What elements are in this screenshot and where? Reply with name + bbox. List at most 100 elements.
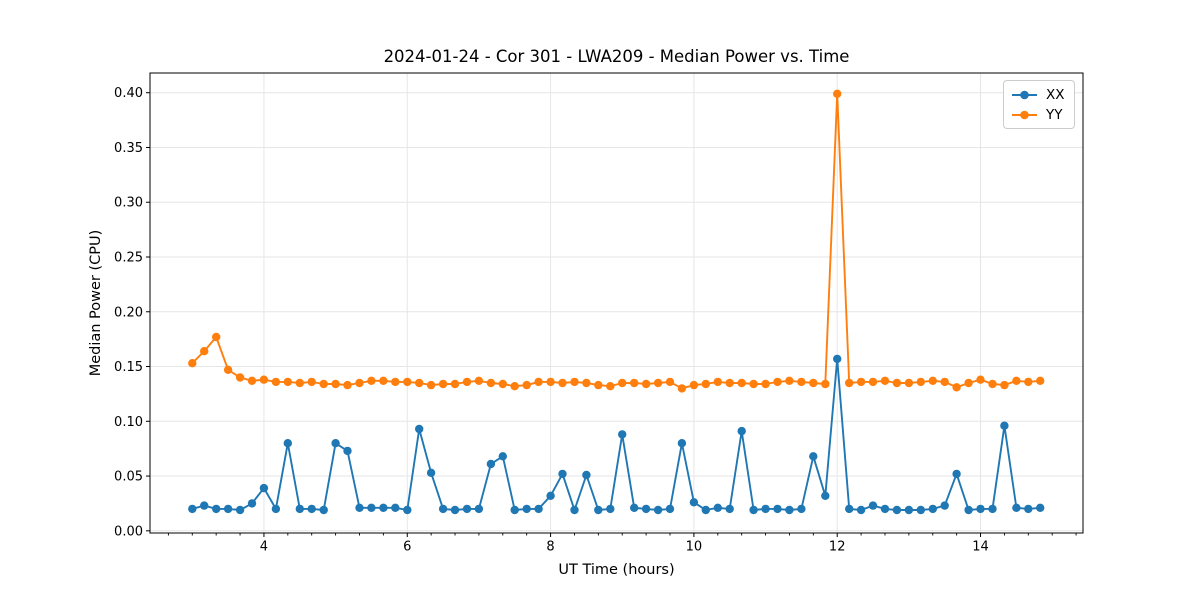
- series-yy-marker: [952, 383, 961, 392]
- series-xx-marker: [785, 505, 794, 515]
- series-xx-marker: [940, 501, 949, 510]
- series-yy-marker: [307, 377, 316, 387]
- y-tick-label: 0.20: [114, 305, 143, 320]
- series-xx-marker: [773, 504, 782, 514]
- series-yy-marker: [534, 377, 543, 387]
- series-yy-marker: [379, 376, 388, 385]
- series-yy-marker: [438, 379, 448, 389]
- y-tick-label: 0.30: [114, 196, 143, 211]
- series-yy-marker: [319, 379, 328, 389]
- series-yy-marker: [892, 378, 902, 388]
- series-yy-marker: [976, 375, 985, 384]
- x-tick-label: 6: [403, 540, 411, 555]
- series-xx-marker: [271, 504, 281, 514]
- series-xx-marker: [618, 430, 627, 439]
- series-xx-marker: [379, 503, 388, 512]
- series-xx-marker: [904, 505, 914, 515]
- legend-label-yy: YY: [1046, 106, 1063, 123]
- series-yy-marker: [773, 377, 782, 387]
- series-xx-marker: [809, 452, 818, 461]
- series-yy-marker: [486, 378, 496, 388]
- series-xx-marker: [259, 483, 269, 493]
- series-xx-marker: [486, 459, 496, 469]
- series-xx-marker: [450, 505, 460, 515]
- series-yy-marker: [415, 378, 424, 388]
- series-xx-marker: [988, 504, 997, 514]
- series-xx-marker: [522, 504, 531, 514]
- series-yy-marker: [821, 379, 830, 389]
- series-xx-marker: [677, 439, 687, 448]
- series-xx-marker: [845, 504, 854, 514]
- series-xx-marker: [928, 504, 937, 514]
- series-yy-marker: [367, 376, 376, 385]
- x-tick-label: 12: [829, 540, 846, 555]
- series-yy-marker: [450, 379, 460, 389]
- series-yy-marker: [761, 379, 770, 389]
- series-yy-marker: [701, 379, 710, 389]
- series-xx-marker: [594, 505, 603, 515]
- series-xx-marker: [367, 503, 376, 512]
- series-xx-marker: [833, 354, 842, 364]
- series-yy-marker: [498, 379, 507, 389]
- series-yy-marker: [331, 379, 340, 389]
- series-yy-marker: [606, 382, 615, 391]
- series-xx-marker: [641, 504, 651, 514]
- series-xx-marker: [952, 469, 961, 479]
- series-xx-marker: [295, 504, 304, 514]
- series-xx-marker: [247, 499, 257, 508]
- x-tick-label: 14: [972, 540, 989, 555]
- series-yy-marker: [188, 359, 197, 368]
- series-yy-marker: [618, 378, 627, 388]
- series-xx-marker: [570, 505, 579, 515]
- legend-swatch-xx-icon: [1012, 90, 1037, 99]
- y-tick-label: 0.00: [114, 524, 143, 539]
- series-xx-marker: [856, 505, 866, 515]
- series-xx-marker: [438, 504, 448, 514]
- series-xx-marker: [964, 505, 973, 515]
- series-xx-marker: [880, 504, 890, 514]
- series-yy-marker: [200, 347, 209, 356]
- series-xx-marker: [653, 505, 663, 515]
- series-xx-marker: [630, 503, 639, 512]
- series-yy-marker: [426, 380, 436, 390]
- plot-border: [149, 72, 1084, 534]
- series-xx-marker: [976, 504, 985, 514]
- series-yy-marker: [868, 377, 878, 387]
- series-yy-marker: [295, 378, 304, 388]
- series-yy-marker: [964, 378, 973, 388]
- series-yy-marker: [630, 378, 639, 388]
- series-xx-marker: [212, 504, 221, 514]
- series-xx-marker: [606, 504, 615, 514]
- series-yy-marker: [725, 378, 734, 388]
- series-yy-marker: [689, 380, 699, 390]
- series-xx-marker: [283, 439, 292, 448]
- series-yy-marker: [653, 378, 663, 388]
- series-yy-marker: [737, 378, 746, 388]
- series-yy-marker: [785, 376, 794, 385]
- series-yy-marker: [940, 377, 949, 387]
- series-yy-marker: [904, 378, 914, 388]
- series-xx-marker: [403, 505, 412, 515]
- series-yy-marker: [749, 379, 758, 389]
- series-yy-marker: [235, 373, 245, 382]
- series-yy-marker: [283, 377, 292, 387]
- legend-item-yy: YY: [1011, 106, 1065, 123]
- series-xx-marker: [391, 503, 400, 512]
- series-xx-marker: [319, 505, 328, 515]
- y-axis-label: Median Power (CPU): [88, 229, 104, 377]
- series-yy-marker: [462, 377, 472, 387]
- series-xx-marker: [797, 504, 806, 514]
- series-yy-marker: [223, 365, 233, 374]
- series-yy-marker: [880, 376, 890, 385]
- series-xx-marker: [474, 504, 484, 514]
- chart-title: 2024-01-24 - Cor 301 - LWA209 - Median P…: [383, 47, 850, 66]
- x-tick-label: 10: [686, 540, 703, 555]
- series-yy-marker: [677, 384, 687, 393]
- series-xx-marker: [498, 452, 507, 461]
- series-xx-marker: [343, 446, 352, 456]
- series-xx-marker: [713, 503, 722, 512]
- series-yy-marker: [845, 378, 854, 388]
- series-xx-marker: [868, 501, 878, 510]
